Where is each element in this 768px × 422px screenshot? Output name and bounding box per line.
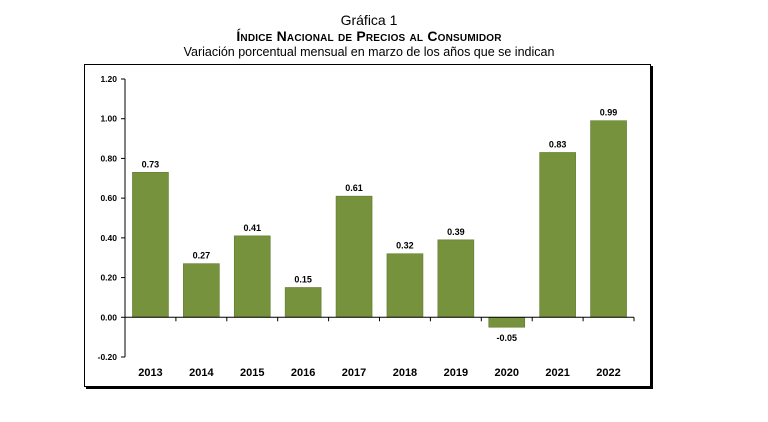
x-tick-label: 2021 [545, 367, 569, 379]
data-label: 0.15 [294, 275, 312, 285]
data-label: 0.73 [142, 159, 160, 169]
x-tick-label: 2018 [393, 367, 417, 379]
chart-subtitle: Variación porcentual mensual en marzo de… [183, 45, 555, 59]
data-label: -0.05 [496, 333, 517, 343]
chart-title: Índice Nacional de Precios al Consumidor [236, 28, 502, 44]
x-tick-label: 2014 [189, 367, 214, 379]
y-tick-label: 1.20 [100, 74, 117, 84]
y-tick-label: 0.60 [100, 193, 117, 203]
bar-2022 [590, 120, 627, 318]
bar-2015 [233, 235, 271, 318]
x-tick-label: 2013 [138, 367, 162, 379]
x-tick-label: 2015 [240, 367, 264, 379]
bar-2014 [183, 263, 220, 318]
data-label: 0.83 [549, 139, 567, 149]
bar-2017 [335, 195, 373, 318]
x-tick-label: 2022 [596, 367, 620, 379]
bar-2018 [386, 253, 424, 318]
y-tick-label: 0.00 [100, 312, 117, 322]
x-tick-label: 2016 [291, 367, 315, 379]
bar-2020 [488, 316, 526, 328]
bar-2021 [539, 152, 576, 318]
data-label: 0.41 [243, 223, 261, 233]
data-label: 0.99 [600, 108, 618, 118]
bar-2013 [132, 172, 169, 318]
x-tick-label: 2017 [342, 367, 366, 379]
y-tick-label: -0.20 [98, 352, 118, 362]
bar-2019 [437, 239, 475, 318]
chart-number-label: Gráfica 1 [340, 12, 398, 28]
y-tick-label: 0.80 [100, 153, 117, 163]
data-label: 0.39 [447, 227, 465, 237]
data-label: 0.61 [345, 183, 363, 193]
data-label: 0.27 [193, 251, 211, 261]
x-tick-label: 2020 [495, 367, 519, 379]
y-tick-label: 0.40 [100, 233, 117, 243]
bar-2016 [284, 287, 322, 318]
x-tick-label: 2019 [444, 367, 468, 379]
y-tick-label: 1.00 [100, 114, 117, 124]
data-label: 0.32 [396, 241, 414, 251]
y-tick-label: 0.20 [100, 273, 117, 283]
chart-title-block: Gráfica 1 Índice Nacional de Precios al … [0, 12, 738, 60]
